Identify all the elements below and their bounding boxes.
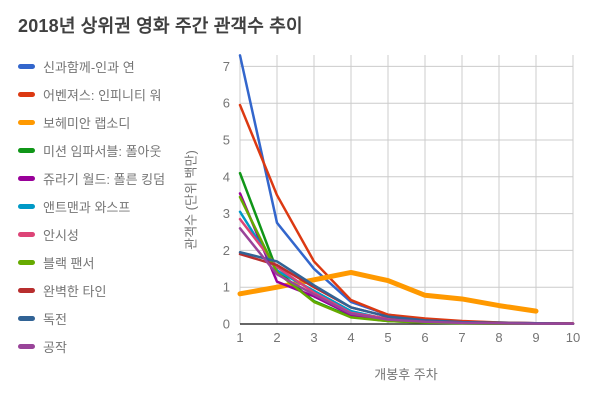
x-tick-label: 9 <box>532 330 539 345</box>
series-line-11[interactable] <box>238 227 575 325</box>
legend-item-label: 신과함께-인과 연 <box>43 60 135 75</box>
x-tick-label: 5 <box>384 330 391 345</box>
legend-swatch-icon <box>18 288 35 293</box>
legend-item[interactable]: 안시성 <box>18 225 165 244</box>
legend-swatch-icon <box>18 316 35 321</box>
legend-item[interactable]: 어벤져스: 인피니티 워 <box>18 85 165 104</box>
legend-item-label: 독전 <box>43 312 67 327</box>
legend-item[interactable]: 블랙 팬서 <box>18 253 165 272</box>
y-tick-label: 3 <box>223 206 230 221</box>
legend-swatch-icon <box>18 176 35 181</box>
legend-item-label: 완벽한 타인 <box>43 284 107 299</box>
legend-item[interactable]: 보헤미안 랩소디 <box>18 113 165 132</box>
legend-item-label: 블랙 팬서 <box>43 256 95 271</box>
x-tick-label: 10 <box>566 330 580 345</box>
legend-swatch-icon <box>18 204 35 209</box>
series-line-2[interactable] <box>238 103 575 325</box>
x-tick-label: 6 <box>421 330 428 345</box>
legend-swatch-icon <box>18 64 35 69</box>
legend-swatch-icon <box>18 232 35 237</box>
y-tick-label: 6 <box>223 96 230 111</box>
y-tick-label: 7 <box>223 59 230 74</box>
series-line-3[interactable] <box>237 269 539 314</box>
legend-item[interactable]: 쥬라기 월드: 폴른 킹덤 <box>18 169 165 188</box>
legend-swatch-icon <box>18 120 35 125</box>
x-axis-title: 개봉후 주차 <box>374 367 438 382</box>
y-tick-label: 4 <box>223 169 230 184</box>
legend-item[interactable]: 공작 <box>18 337 165 356</box>
y-tick-label: 0 <box>223 317 230 332</box>
legend-swatch-icon <box>18 260 35 265</box>
legend-item[interactable]: 앤트맨과 와스프 <box>18 197 165 216</box>
legend-item-label: 쥬라기 월드: 폴른 킹덤 <box>43 172 166 187</box>
y-tick-label: 2 <box>223 243 230 258</box>
legend-swatch-icon <box>18 92 35 97</box>
x-tick-label: 1 <box>236 330 243 345</box>
legend-item-label: 앤트맨과 와스프 <box>43 200 131 215</box>
legend-item[interactable]: 완벽한 타인 <box>18 281 165 300</box>
x-tick-label: 2 <box>273 330 280 345</box>
legend-item-label: 미션 임파서블: 폴아웃 <box>43 144 162 159</box>
legend-item-label: 공작 <box>43 340 67 355</box>
x-tick-label: 8 <box>495 330 502 345</box>
y-tick-label: 5 <box>223 133 230 148</box>
series-line-4[interactable] <box>238 171 575 325</box>
y-axis-title: 관객수 (단위 백만) <box>183 150 199 250</box>
legend-item[interactable]: 미션 임파서블: 폴아웃 <box>18 141 165 160</box>
chart-title: 2018년 상위권 영화 주간 관객수 추이 <box>18 16 303 36</box>
legend-item-label: 보헤미안 랩소디 <box>43 116 131 131</box>
x-tick-label: 7 <box>458 330 465 345</box>
x-tick-label: 3 <box>310 330 317 345</box>
legend-item[interactable]: 독전 <box>18 309 165 328</box>
legend-swatch-icon <box>18 148 35 153</box>
x-tick-label: 4 <box>347 330 354 345</box>
series-line-5[interactable] <box>238 192 575 325</box>
legend-swatch-icon <box>18 344 35 349</box>
legend-item-label: 어벤져스: 인피니티 워 <box>43 88 162 103</box>
legend-item[interactable]: 신과함께-인과 연 <box>18 57 165 76</box>
y-tick-label: 1 <box>223 280 230 295</box>
legend-item-label: 안시성 <box>43 228 79 243</box>
